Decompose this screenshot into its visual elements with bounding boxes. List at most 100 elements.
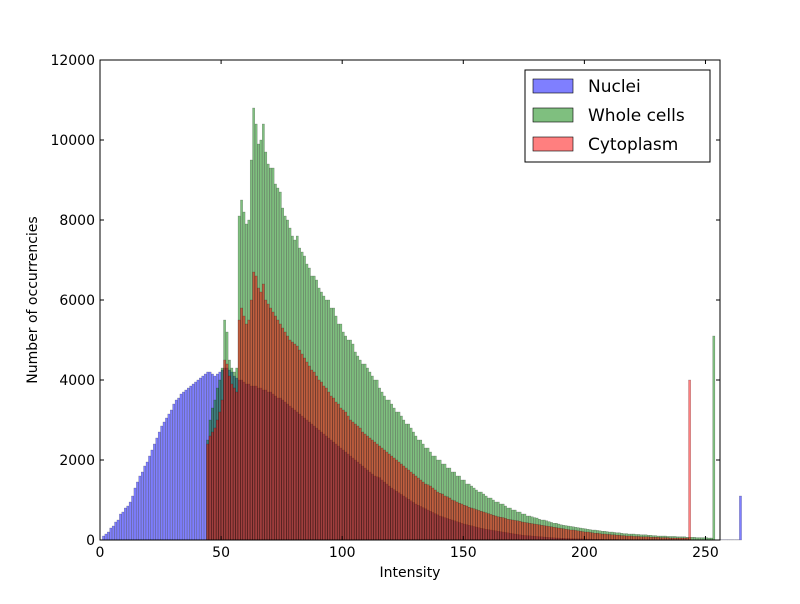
bar — [405, 468, 407, 540]
bar — [374, 442, 376, 540]
bar — [379, 446, 381, 540]
bar — [548, 526, 550, 540]
bar — [376, 444, 378, 540]
bar — [299, 350, 301, 540]
bar — [488, 514, 490, 540]
legend-label: Cytoplasm — [588, 135, 678, 155]
bar — [519, 521, 521, 540]
bar — [466, 506, 468, 540]
bar — [136, 482, 138, 540]
bar — [323, 386, 325, 540]
bar — [267, 304, 269, 540]
bar — [178, 398, 180, 540]
bar — [192, 384, 194, 540]
bar — [194, 382, 196, 540]
bar — [253, 272, 255, 540]
bar — [211, 432, 213, 540]
x-tick-label: 250 — [692, 545, 719, 561]
bar — [599, 534, 601, 540]
bar — [461, 504, 463, 540]
bar — [478, 510, 480, 540]
bar — [286, 336, 288, 540]
bar — [577, 531, 579, 540]
bar — [575, 530, 577, 540]
bar — [626, 536, 628, 540]
bar — [713, 336, 715, 540]
bar — [601, 534, 603, 540]
bar — [221, 400, 223, 540]
bar — [473, 509, 475, 540]
bar — [182, 392, 184, 540]
bar — [115, 522, 117, 540]
bar — [497, 517, 499, 540]
bar — [458, 503, 460, 540]
bar — [362, 432, 364, 540]
bar — [170, 410, 172, 540]
x-tick-label: 200 — [571, 545, 598, 561]
bar — [238, 320, 240, 540]
legend-label: Whole cells — [588, 106, 685, 126]
bar — [500, 517, 502, 540]
bar — [558, 528, 560, 540]
bar — [243, 316, 245, 540]
legend-swatch — [533, 79, 573, 93]
bar — [689, 380, 691, 540]
legend-swatch — [533, 108, 573, 122]
bar — [236, 392, 238, 540]
bar — [480, 511, 482, 540]
bar — [156, 438, 158, 540]
y-axis-label: Number of occurrencies — [25, 216, 41, 383]
bar — [563, 529, 565, 540]
bar — [364, 434, 366, 540]
x-tick-label: 50 — [212, 545, 230, 561]
bar — [291, 342, 293, 540]
bar — [282, 328, 284, 540]
bar — [296, 346, 298, 540]
bar — [570, 530, 572, 540]
bar — [427, 485, 429, 540]
x-tick-label: 150 — [450, 545, 477, 561]
bar — [611, 535, 613, 540]
bar — [386, 452, 388, 540]
bar — [347, 416, 349, 540]
bar — [226, 364, 228, 540]
bar — [509, 520, 511, 540]
bar — [129, 502, 131, 540]
y-tick-label: 4000 — [59, 373, 95, 389]
bar — [112, 526, 114, 540]
bar — [546, 526, 548, 540]
bar — [434, 490, 436, 540]
bar — [483, 512, 485, 540]
bar — [633, 536, 635, 540]
bar — [161, 426, 163, 540]
bar — [582, 532, 584, 540]
bar — [589, 532, 591, 540]
bar — [388, 454, 390, 540]
bar — [475, 510, 477, 540]
bar — [567, 530, 569, 540]
bar — [541, 525, 543, 540]
bar — [422, 482, 424, 540]
bar — [260, 292, 262, 540]
bar — [124, 508, 126, 540]
bar — [107, 532, 109, 540]
bar — [555, 528, 557, 540]
bar — [207, 444, 209, 540]
bar — [262, 284, 264, 540]
bar — [224, 360, 226, 540]
bar — [122, 512, 124, 540]
bar — [521, 522, 523, 540]
bar — [439, 493, 441, 540]
bar — [216, 420, 218, 540]
bar — [131, 496, 133, 540]
bar — [270, 308, 272, 540]
bar — [512, 520, 514, 540]
bar — [146, 462, 148, 540]
x-tick-label: 100 — [329, 545, 356, 561]
bar — [272, 312, 274, 540]
bar — [357, 426, 359, 540]
bar — [393, 458, 395, 540]
bar — [359, 428, 361, 540]
